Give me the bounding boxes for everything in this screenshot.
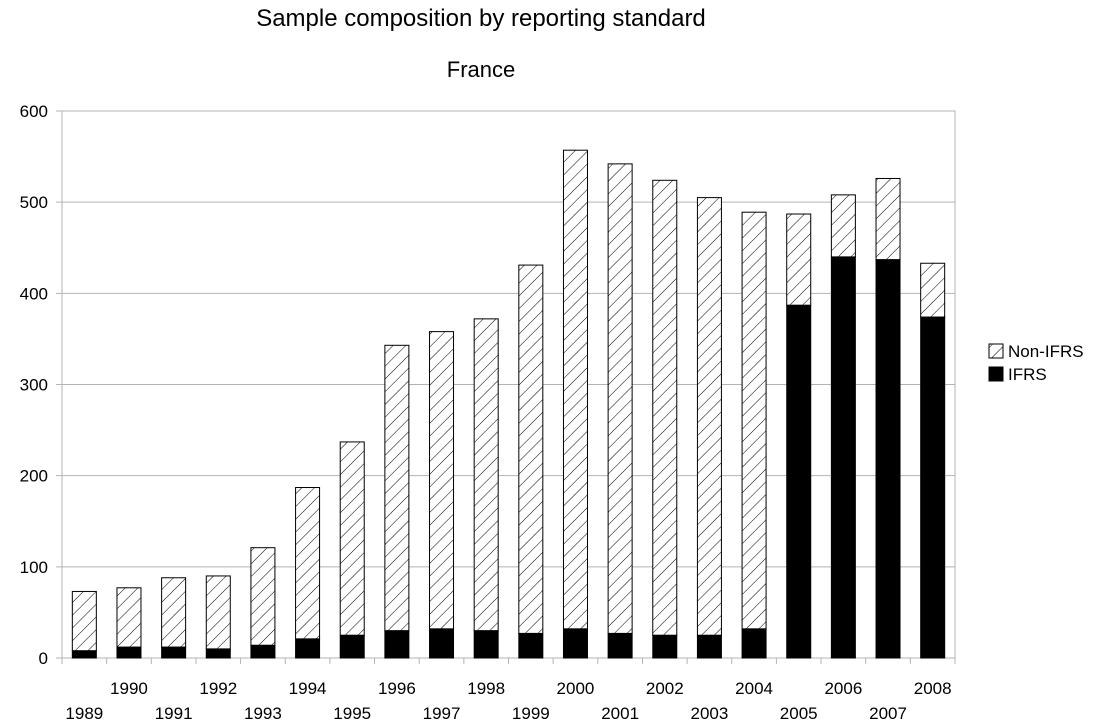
gridlines: [56, 110, 956, 659]
bars: [71, 149, 946, 659]
bar-ifrs: [473, 630, 499, 659]
axes: 0 100 200 300 400 500 600 1989 1990 1991 1992 1993 1…: [20, 102, 956, 723]
bar-non-ifrs: [384, 344, 410, 632]
bar-non-ifrs: [875, 177, 901, 261]
x-tick-label: 1995: [333, 704, 371, 723]
bar-non-ifrs: [562, 149, 588, 630]
bar-non-ifrs: [920, 262, 946, 318]
bar-ifrs: [205, 648, 231, 659]
bar-ifrs: [250, 644, 276, 659]
legend-swatch-ifrs: [988, 366, 1004, 382]
x-tick-label: 2008: [914, 679, 952, 698]
x-tick-label: 2001: [601, 704, 639, 723]
bar-non-ifrs: [339, 441, 365, 636]
bar-ifrs: [696, 634, 722, 659]
bar-ifrs: [875, 259, 901, 659]
bar-ifrs: [295, 638, 321, 659]
bar-non-ifrs: [607, 163, 633, 634]
x-tick-label: 2006: [824, 679, 862, 698]
legend-swatch-non-ifrs: [988, 343, 1004, 359]
legend: Non-IFRS IFRS: [988, 342, 1084, 384]
bar-ifrs: [741, 628, 767, 659]
bar-non-ifrs: [116, 587, 142, 648]
x-tick-label: 1989: [65, 704, 103, 723]
x-tick-label: 1991: [155, 704, 193, 723]
x-tick-label: 1997: [423, 704, 461, 723]
bar-non-ifrs: [696, 197, 722, 636]
x-tick-label: 2007: [869, 704, 907, 723]
bar-ifrs: [161, 646, 187, 659]
bar-non-ifrs: [786, 213, 812, 306]
y-tick-label: 200: [20, 467, 48, 486]
y-tick-label: 100: [20, 558, 48, 577]
chart-title: Sample composition by reporting standard: [256, 5, 706, 32]
x-tick-label: 1994: [289, 679, 327, 698]
x-tick-label: 1999: [512, 704, 550, 723]
bar-ifrs: [384, 630, 410, 659]
bar-ifrs: [652, 634, 678, 659]
bar-non-ifrs: [518, 264, 544, 634]
bar-ifrs: [786, 304, 812, 659]
bar-ifrs: [429, 628, 455, 659]
bar-ifrs: [562, 628, 588, 659]
bar-ifrs: [518, 632, 544, 659]
y-tick-label: 400: [20, 284, 48, 303]
bar-non-ifrs: [741, 211, 767, 630]
bar-non-ifrs: [295, 487, 321, 640]
bar-non-ifrs: [830, 194, 856, 258]
bar-non-ifrs: [473, 318, 499, 632]
bar-ifrs: [830, 256, 856, 659]
y-tick-label: 600: [20, 102, 48, 121]
bar-ifrs: [920, 316, 946, 659]
x-tick-label: 2005: [780, 704, 818, 723]
bar-ifrs: [116, 646, 142, 659]
bar-non-ifrs: [429, 331, 455, 630]
bar-non-ifrs: [250, 547, 276, 646]
x-tick-label: 1993: [244, 704, 282, 723]
bar-non-ifrs: [205, 575, 231, 650]
x-tick-label: 2002: [646, 679, 684, 698]
bar-ifrs: [607, 632, 633, 659]
x-tick-label: 1992: [199, 679, 237, 698]
x-tick-label: 1990: [110, 679, 148, 698]
bar-non-ifrs: [71, 590, 97, 652]
legend-label-ifrs: IFRS: [1008, 365, 1047, 384]
bar-non-ifrs: [161, 577, 187, 648]
x-tick-label: 1996: [378, 679, 416, 698]
chart-subtitle: France: [447, 57, 515, 82]
x-tick-label: 2000: [557, 679, 595, 698]
x-tick-label: 2004: [735, 679, 773, 698]
bar-ifrs: [339, 634, 365, 659]
legend-label-non-ifrs: Non-IFRS: [1008, 342, 1084, 361]
y-tick-label: 0: [39, 649, 48, 668]
x-tick-label: 2003: [691, 704, 729, 723]
y-tick-label: 500: [20, 193, 48, 212]
bar-non-ifrs: [652, 179, 678, 636]
y-tick-label: 300: [20, 376, 48, 395]
bar-ifrs: [71, 650, 97, 659]
x-tick-label: 1998: [467, 679, 505, 698]
